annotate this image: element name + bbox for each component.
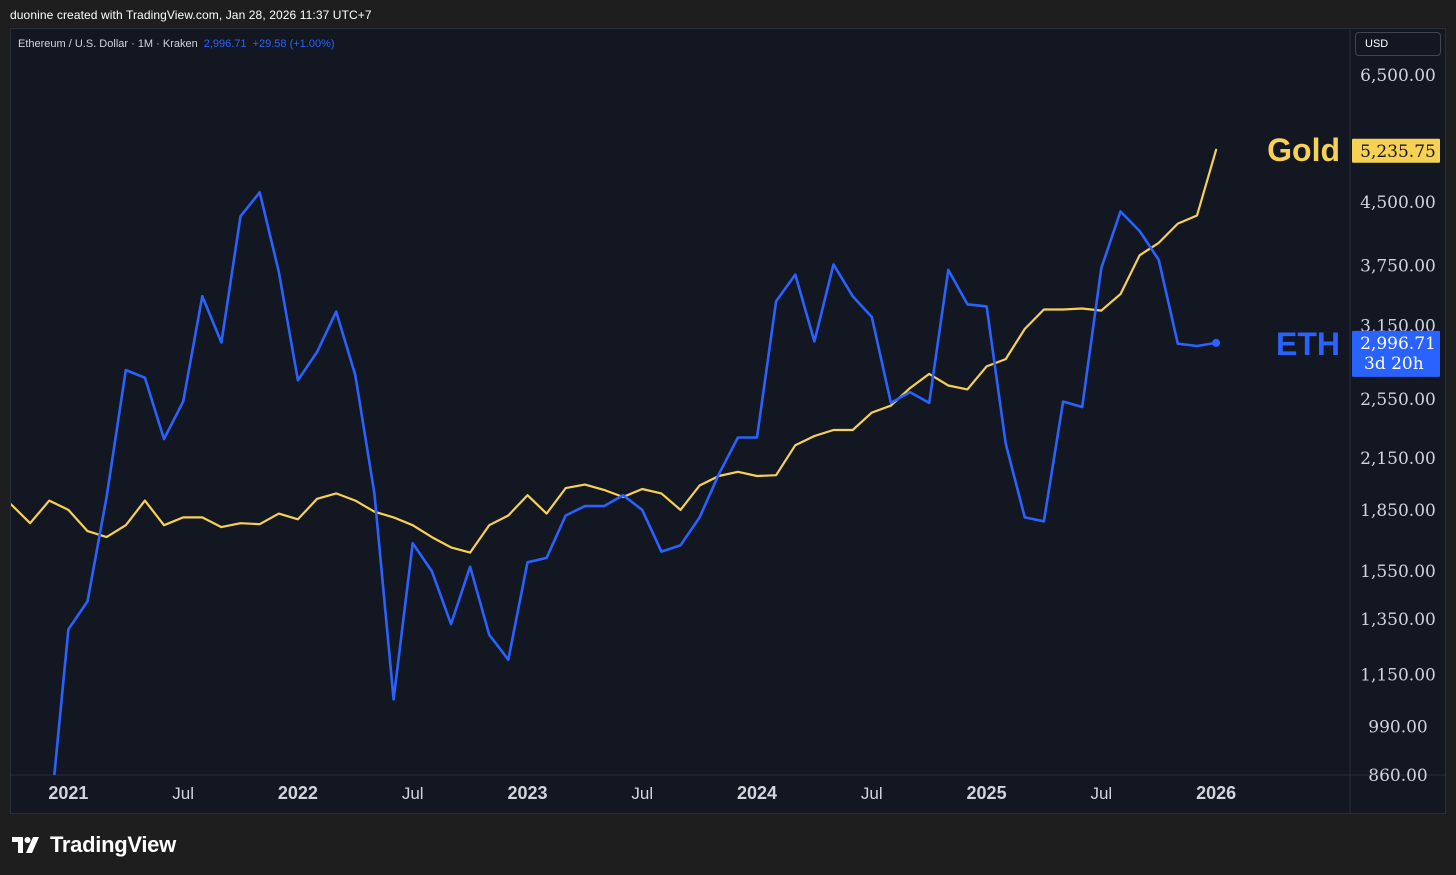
y-tick-label: 1,850.00 [1360, 501, 1436, 521]
symbol-change: +29.58 (+1.00%) [252, 38, 335, 50]
x-tick-label: 2023 [507, 783, 547, 803]
brand-name: TradingView [50, 832, 176, 857]
x-tick-label: 2024 [737, 783, 777, 803]
symbol-legend[interactable]: Ethereum / U.S. Dollar · 1M · Kraken 2,99… [18, 38, 335, 50]
x-tick-label: Jul [402, 784, 424, 803]
currency-label: USD [1365, 38, 1389, 50]
chart-credit: duonine created with TradingView.com, Ja… [10, 8, 372, 22]
top-bar: duonine created with TradingView.com, Ja… [0, 0, 1456, 28]
x-tick-label: Jul [172, 784, 194, 803]
eth-series-name: ETH [1276, 326, 1340, 362]
x-tick-label: 2021 [48, 783, 88, 803]
gold-price-tag-value: 5,235.75 [1360, 142, 1436, 162]
y-tick-label: 4,500.00 [1360, 193, 1436, 213]
x-tick-label: 2025 [967, 783, 1007, 803]
y-tick-label: 1,550.00 [1360, 562, 1436, 582]
gold-series-name: Gold [1267, 132, 1340, 168]
gold-price-tag [1352, 138, 1440, 163]
eth-last-point [1212, 338, 1221, 347]
price-axis[interactable]: 6,500.004,500.003,750.003,150.002,550.00… [1360, 66, 1436, 786]
y-tick-label: 1,150.00 [1360, 665, 1436, 685]
x-tick-label: Jul [1090, 784, 1112, 803]
symbol-last-price: 2,996.71 [203, 38, 247, 50]
chart-grid [11, 28, 1445, 813]
symbol-description: Ethereum / U.S. Dollar · 1M · Kraken [18, 38, 198, 50]
y-tick-label: 860.00 [1368, 766, 1427, 786]
eth-price-tag [1352, 330, 1440, 377]
eth-bar-countdown: 3d 20h [1364, 354, 1424, 374]
tradingview-logo-icon [12, 837, 39, 853]
y-tick-label: 2,550.00 [1360, 390, 1436, 410]
y-tick-label: 990.00 [1368, 717, 1427, 737]
currency-selector[interactable]: USD [1355, 32, 1441, 56]
y-tick-label: 2,150.00 [1360, 449, 1436, 469]
chart-pane[interactable] [10, 28, 1446, 814]
y-tick-label: 1,350.00 [1360, 610, 1436, 630]
gold-series-line [11, 148, 1218, 554]
y-tick-label: 6,500.00 [1360, 66, 1436, 86]
x-tick-label: 2026 [1196, 783, 1236, 803]
x-tick-label: Jul [861, 784, 883, 803]
tradingview-brand: TradingView [12, 832, 176, 858]
eth-price-tag-value: 2,996.71 [1360, 334, 1436, 354]
x-tick-label: 2022 [278, 783, 318, 803]
time-axis[interactable]: 2021 Jul 2022 Jul 2023 Jul 2024 Jul 2025 Jul 2026 [48, 783, 1236, 803]
eth-series-line [53, 191, 1218, 775]
y-tick-label: 3,750.00 [1360, 256, 1436, 276]
x-tick-label: Jul [631, 784, 653, 803]
series-layer [11, 148, 1221, 775]
